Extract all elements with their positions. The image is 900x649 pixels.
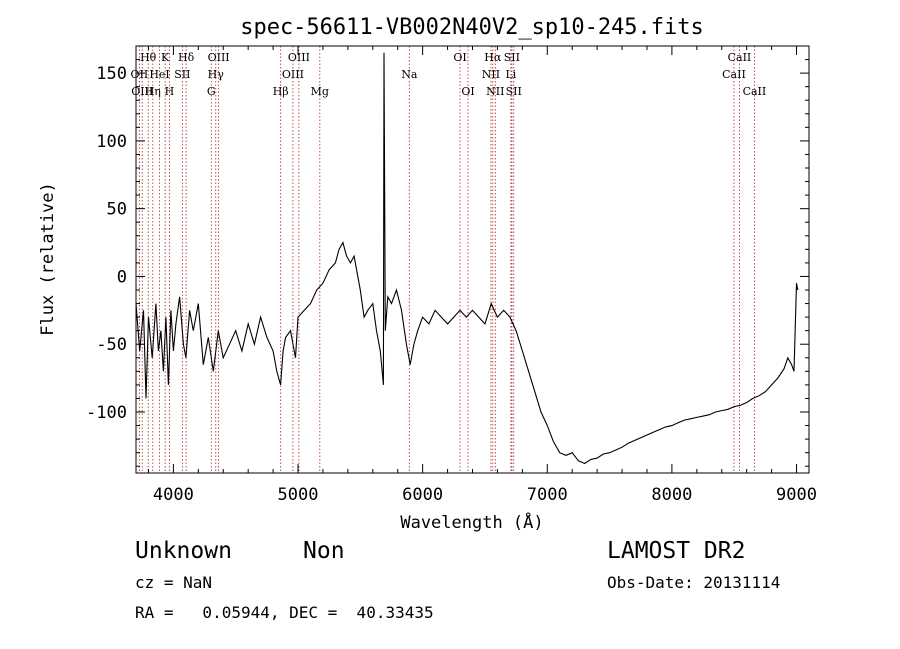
spectral-line-label: OIII — [131, 85, 153, 98]
object-class: Unknown — [135, 538, 232, 564]
spectral-line-label: H — [165, 85, 175, 98]
y-tick-label: 100 — [96, 132, 127, 152]
chart-title: spec-56611-VB002N40V2_sp10-245.fits — [240, 15, 704, 40]
plot-frame — [135, 45, 810, 474]
spectral-line-label: Na — [401, 68, 418, 81]
y-tick-label: -50 — [96, 335, 127, 355]
spectral-line-label: NII — [482, 68, 500, 81]
redshift-text: cz = NaN — [135, 573, 213, 592]
spectral-line-label: NII — [486, 85, 504, 98]
object-subclass: Non — [303, 538, 345, 564]
y-tick-label: 50 — [107, 200, 127, 220]
y-axis-label: Flux (relative) — [38, 182, 58, 336]
spectral-line-label: OI — [453, 51, 466, 64]
y-tick-label: 0 — [117, 267, 127, 287]
survey-name: LAMOST DR2 — [607, 538, 746, 564]
spectral-line-label: Li — [505, 68, 516, 81]
x-axis: 4000 5000 6000 7000 8000 9000 — [147, 46, 817, 505]
observation-date: Obs-Date: 20131114 — [607, 573, 781, 592]
spectral-line-label: G — [207, 85, 216, 98]
spectral-line-label: CaII — [728, 51, 752, 64]
spectral-line-label: Hγ — [208, 68, 225, 81]
spectral-line-label: OII — [131, 68, 149, 81]
y-axis: -100 -50 0 50 100 150 — [86, 45, 809, 467]
spectral-line-markers — [138, 46, 755, 473]
spectrum-line — [135, 52, 799, 465]
spectral-line-label: CaII — [743, 85, 767, 98]
spectral-line-label: Mg — [311, 85, 329, 98]
spectral-line-label: Hδ — [178, 51, 195, 64]
spectral-line-label: Hβ — [273, 85, 289, 98]
y-tick-label: -100 — [86, 403, 127, 423]
spectral-line-label: Hθ — [140, 51, 157, 64]
x-tick-label: 6000 — [402, 485, 443, 505]
x-tick-label: 9000 — [776, 485, 817, 505]
x-axis-label: Wavelength (Å) — [400, 511, 543, 533]
x-tick-label: 8000 — [651, 485, 692, 505]
x-tick-label: 4000 — [153, 485, 194, 505]
spectral-line-label: OI — [461, 85, 474, 98]
y-tick-label: 150 — [96, 64, 127, 84]
spectral-line-label: SII — [506, 85, 522, 98]
spectral-line-label: HeI — [149, 68, 169, 81]
spectral-line-label: Hα — [484, 51, 502, 64]
spectral-line-label: CaII — [722, 68, 746, 81]
spectral-line-label: OIII — [288, 51, 310, 64]
spectral-line-label: K — [161, 51, 170, 64]
spectral-line-label: SII — [174, 68, 190, 81]
spectral-line-label: OIII — [282, 68, 304, 81]
x-tick-label: 7000 — [527, 485, 568, 505]
x-tick-label: 5000 — [278, 485, 319, 505]
coordinates-text: RA = 0.05944, DEC = 40.33435 — [135, 603, 434, 622]
spectral-line-label: Hη — [145, 85, 161, 98]
spectral-line-label: SII — [504, 51, 520, 64]
spectrum-series — [135, 52, 799, 465]
spectral-line-label: OIII — [208, 51, 230, 64]
